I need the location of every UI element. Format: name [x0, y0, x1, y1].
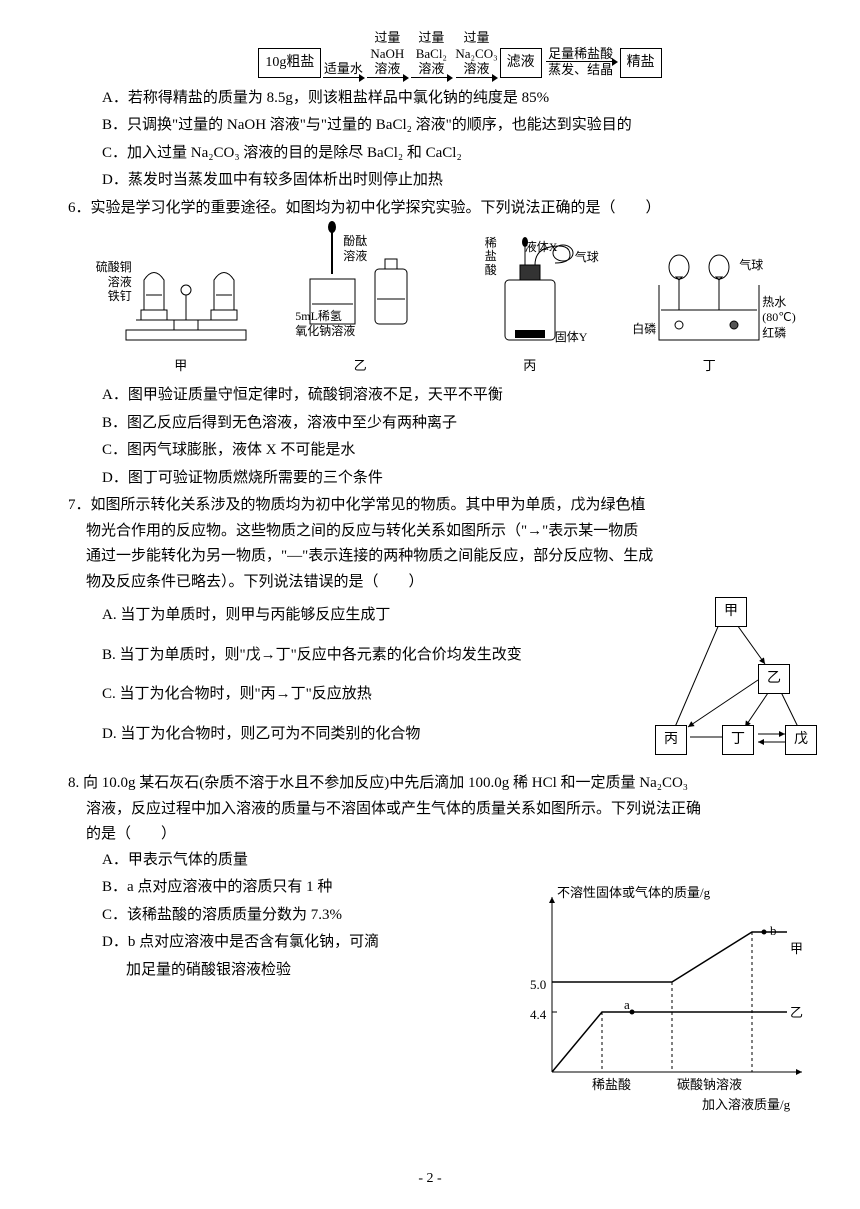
q8-xlabel: 加入溶液质量/g	[702, 1094, 790, 1116]
node-jia: 甲	[715, 597, 747, 627]
q6-fig-yi: 酚酞 溶液 5mL稀氢 氧化钠溶液 乙	[285, 219, 435, 377]
q8-graph-svg	[512, 882, 812, 1122]
q5-opt-b: B．只调换"过量的 NaOH 溶液"与"过量的 BaCl₂ 溶液"的顺序，也能达…	[102, 113, 804, 139]
q8-point-a: a	[624, 994, 630, 1016]
q8-opt-a: A．甲表示气体的质量	[102, 848, 502, 874]
flow-step-2-t2: NaOH	[370, 46, 404, 62]
flow-step-3-t3: 溶液	[418, 61, 444, 77]
q5-options: A．若称得精盐的质量为 8.5g，则该粗盐样品中氯化钠的纯度是 85% B．只调…	[102, 86, 804, 194]
q8-graph: 不溶性固体或气体的质量/g 5.0 4.4 a b 甲 乙 稀盐酸 碳酸钠溶液 …	[512, 882, 812, 1122]
label-naoh-2: 氧化钠溶液	[295, 324, 355, 338]
label-iron-nail: 铁钉	[92, 289, 132, 303]
label-cuso4-2: 溶液	[92, 275, 132, 289]
q6-fig-jia: 硫酸铜 溶液 铁钉 甲	[96, 235, 266, 377]
q6-cap-ding: 丁	[703, 355, 716, 377]
q7-stem-2: 物光合作用的反应物。这些物质之间的反应与转化关系如图所示（"→"表示某一物质	[86, 519, 804, 545]
q5-opt-a: A．若称得精盐的质量为 8.5g，则该粗盐样品中氯化钠的纯度是 85%	[102, 86, 804, 112]
node-bing: 丙	[655, 725, 687, 755]
flow-step-4: 过量 Na₂CO₃ 溶液	[455, 30, 497, 78]
flow-step-3: 过量 BaCl₂ 溶液	[411, 30, 451, 78]
q7-options: A. 当丁为单质时，则甲与丙能够反应生成丁 B. 当丁为单质时，则"戊→丁"反应…	[102, 603, 582, 747]
flow-step-4-t2: Na₂CO₃	[455, 46, 497, 62]
flow-end: 精盐	[620, 48, 662, 78]
flow-step-1-label: 适量水	[324, 61, 363, 77]
flow-step-2: 过量 NaOH 溶液	[367, 30, 407, 78]
q6-opt-a: A．图甲验证质量守恒定律时，硫酸铜溶液不足，天平不平衡	[102, 383, 804, 409]
q6-cap-bing: 丙	[523, 355, 536, 377]
q6-opt-d: D．图丁可验证物质燃烧所需要的三个条件	[102, 466, 804, 492]
q8-opt-c: C．该稀盐酸的溶质质量分数为 7.3%	[102, 903, 502, 929]
q8-options: A．甲表示气体的质量 B．a 点对应溶液中的溶质只有 1 种 C．该稀盐酸的溶质…	[102, 848, 502, 984]
flow-step-5: 足量稀盐酸 蒸发、结晶	[546, 46, 616, 78]
q6-cap-yi: 乙	[354, 355, 367, 377]
q7-stem-3: 通过一步能转化为另一物质，"—"表示连接的两种物质之间能反应，部分反应物、生成	[86, 544, 804, 570]
label-naoh-1: 5mL稀氢	[295, 309, 355, 323]
flow-step-3-t1: 过量	[418, 30, 444, 46]
label-cuso4-1: 硫酸铜	[92, 260, 132, 274]
flow-start: 10g粗盐	[258, 48, 321, 78]
flow-mid: 滤液	[500, 48, 542, 78]
q8-opt-b: B．a 点对应溶液中的溶质只有 1 种	[102, 875, 502, 901]
q7-opt-a: A. 当丁为单质时，则甲与丙能够反应生成丁	[102, 603, 582, 629]
q5-opt-d: D．蒸发时当蒸发皿中有较多固体析出时则停止加热	[102, 168, 804, 194]
q8-line-yi: 乙	[790, 1002, 803, 1024]
flow-diagram-q5: 10g粗盐 适量水 过量 NaOH 溶液 过量 BaCl₂ 溶液 过量 Na₂C…	[116, 30, 804, 78]
flow-step-4-t1: 过量	[463, 30, 489, 46]
q8-stem-1: 8. 向 10.0g 某石灰石(杂质不溶于水且不参加反应)中先后滴加 100.0…	[68, 771, 804, 797]
label-liquid-x: 液体X	[525, 237, 558, 257]
q8-x-hcl: 稀盐酸	[592, 1074, 631, 1096]
node-yi: 乙	[758, 664, 790, 694]
label-phenol-2: 溶液	[343, 249, 367, 263]
label-white-p: 白磷	[632, 319, 656, 339]
q8-x-na2co3: 碳酸钠溶液	[677, 1074, 742, 1096]
label-balloon-c: 气球	[575, 247, 599, 267]
q6-cap-jia: 甲	[174, 355, 187, 377]
label-red-p: 红磷	[762, 323, 786, 343]
flow-step-5a: 足量稀盐酸	[548, 46, 613, 62]
q8-stem-3: 的是（ ）	[86, 822, 804, 848]
q6-stem: 6．实验是学习化学的重要途径。如图均为初中化学探究实验。下列说法正确的是（ ）	[68, 196, 804, 222]
label-hcl-3: 酸	[485, 264, 497, 277]
q8-line-jia: 甲	[790, 938, 803, 960]
page-number: - 2 -	[0, 1167, 860, 1191]
q8-point-b: b	[770, 920, 777, 942]
q8-opt-d2: 加足量的硝酸银溶液检验	[102, 958, 502, 984]
label-hotwater-2: (80℃)	[762, 310, 795, 324]
q6-options: A．图甲验证质量守恒定律时，硫酸铜溶液不足，天平不平衡 B．图乙反应后得到无色溶…	[102, 383, 804, 491]
q8-stem-2: 溶液，反应过程中加入溶液的质量与不溶固体或产生气体的质量关系如图所示。下列说法正…	[86, 797, 804, 823]
q6-opt-c: C．图丙气球膨胀，液体 X 不可能是水	[102, 438, 804, 464]
q8-ylabel: 不溶性固体或气体的质量/g	[557, 882, 710, 904]
q8-y-5: 5.0	[530, 974, 546, 996]
q5-opt-c: C．加入过量 Na₂CO₃ 溶液的目的是除尽 BaCl₂ 和 CaCl₂	[102, 141, 804, 167]
q6-fig-bing: 稀 盐 酸 液体X 气球 固体Y 丙	[455, 235, 605, 377]
q7-opt-c: C. 当丁为化合物时，则"丙→丁"反应放热	[102, 682, 582, 708]
q6-opt-b: B．图乙反应后得到无色溶液，溶液中至少有两种离子	[102, 411, 804, 437]
label-hotwater-1: 热水	[762, 295, 795, 309]
flow-step-3-t2: BaCl₂	[416, 46, 447, 62]
label-solid-y: 固体Y	[555, 327, 588, 347]
q7-diagram: 甲 乙 丙 丁 戊	[640, 592, 820, 772]
flow-step-5b: 蒸发、结晶	[548, 62, 613, 78]
node-ding: 丁	[722, 725, 754, 755]
label-balloon-d: 气球	[739, 255, 763, 275]
q6-fig-ding: 气球 热水 (80℃) 白磷 红磷 丁	[624, 235, 794, 377]
q8-y-44: 4.4	[530, 1004, 546, 1026]
flow-step-2-t3: 溶液	[374, 61, 400, 77]
q8-opt-d: D．b 点对应溶液中是否含有氯化钠，可滴	[102, 930, 502, 956]
q7-opt-b: B. 当丁为单质时，则"戊→丁"反应中各元素的化合价均发生改变	[102, 643, 582, 669]
label-phenol-1: 酚酞	[343, 234, 367, 248]
flow-step-1: 适量水	[323, 61, 363, 78]
q6-figures: 硫酸铜 溶液 铁钉 甲 酚酞 溶液 5mL稀氢 氧化钠溶液	[86, 227, 804, 377]
label-hcl-2: 盐	[485, 250, 497, 263]
flow-step-2-t1: 过量	[374, 30, 400, 46]
node-wu: 戊	[785, 725, 817, 755]
q7-opt-d: D. 当丁为化合物时，则乙可为不同类别的化合物	[102, 722, 582, 748]
flow-step-4-t3: 溶液	[463, 61, 489, 77]
q7-stem-1: 7．如图所示转化关系涉及的物质均为初中化学常见的物质。其中甲为单质，戊为绿色植	[68, 493, 804, 519]
